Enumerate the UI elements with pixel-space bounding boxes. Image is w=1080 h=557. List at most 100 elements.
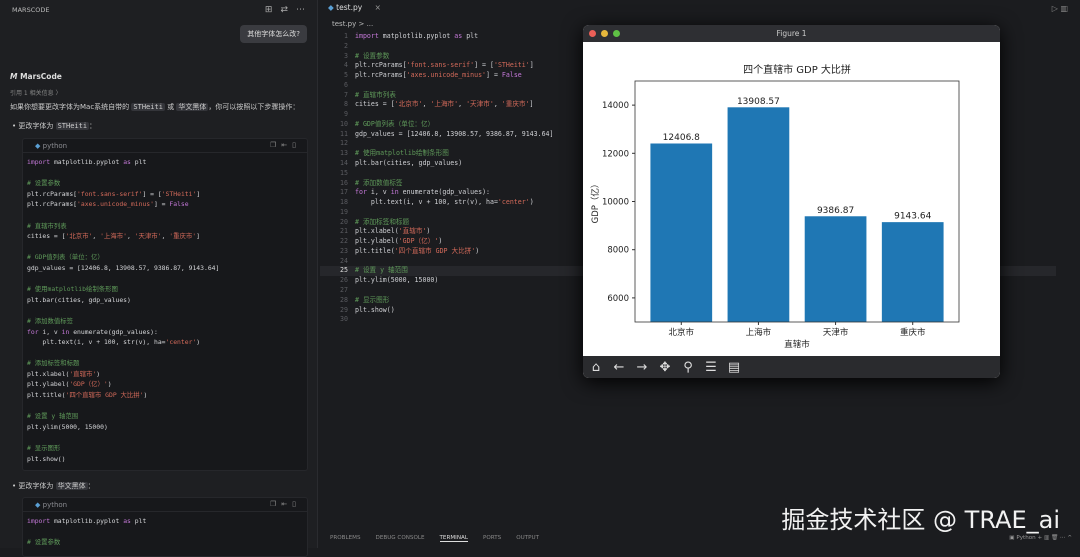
code-line: import matplotlib.pyplot as plt: [27, 158, 147, 166]
python-icon: ◆: [35, 142, 41, 150]
more-icon[interactable]: ⋯: [1059, 535, 1066, 541]
editor-line[interactable]: 28 # 显示图形: [340, 295, 390, 304]
code-line: cities = ['北京市', '上海市', '天津市', '重庆市']: [27, 232, 200, 241]
editor-line[interactable]: 5 plt.rcParams['axes.unicode_minus'] = Fa…: [344, 71, 522, 80]
editor-line[interactable]: 10 # GDP值列表（单位：亿）: [340, 119, 435, 128]
forward-icon[interactable]: →: [636, 359, 648, 375]
breadcrumb[interactable]: test.py > ...: [332, 20, 374, 28]
panel-tab-output[interactable]: OUTPUT: [516, 535, 540, 541]
panel-tab-terminal[interactable]: TERMINAL: [439, 535, 468, 542]
editor-line[interactable]: 1 import matplotlib.pyplot as plt: [344, 32, 479, 40]
insert-icon[interactable]: ⇤: [281, 500, 293, 508]
new-chat-icon[interactable]: ⊞: [264, 5, 273, 15]
code-line: [23, 305, 307, 316]
code-line: plt.show(): [27, 454, 66, 463]
add-terminal-icon[interactable]: +: [1037, 535, 1043, 541]
close-window-button[interactable]: [589, 30, 596, 37]
editor-line[interactable]: 15: [340, 168, 348, 177]
minimize-window-button[interactable]: [601, 30, 608, 37]
terminal-name[interactable]: Python: [1016, 535, 1036, 541]
editor-line[interactable]: 29 plt.show(): [340, 305, 395, 314]
back-icon[interactable]: ←: [613, 359, 625, 375]
code-line: plt.text(i, v + 100, str(v), ha='center'…: [27, 338, 201, 347]
editor-line[interactable]: 23 plt.title('四个直辖市 GDP 大比拼'): [340, 246, 480, 255]
python-icon: ◆: [35, 501, 41, 509]
code-line: # 添加标签和标题: [27, 359, 80, 368]
x-tick-label: 重庆市: [900, 327, 926, 338]
code-line: plt.title('四个直辖市 GDP 大比拼'): [27, 391, 148, 400]
panel-tabs: PROBLEMS DEBUG CONSOLE TERMINAL PORTS OUTPUT: [330, 535, 539, 542]
split-terminal-icon[interactable]: ▥: [1043, 535, 1050, 541]
editor-line[interactable]: 22 plt.ylabel('GDP（亿）'): [340, 237, 443, 246]
editor-line[interactable]: 16 # 添加数值标签: [340, 178, 403, 187]
editor-line[interactable]: 17 for i, v in enumerate(gdp_values):: [340, 188, 491, 197]
x-axis-label: 直辖市: [784, 339, 810, 350]
editor-line[interactable]: 11 gdp_values = [12406.8, 13908.57, 9386.…: [340, 129, 554, 138]
text: 更改字体为: [18, 122, 56, 130]
editor-line[interactable]: 7 # 直辖市列表: [344, 90, 396, 99]
copy-icon[interactable]: ❐: [269, 500, 282, 508]
code-line: gdp_values = [12406.8, 13908.57, 9386.87…: [27, 263, 220, 272]
editor-line[interactable]: 26 plt.ylim(5000, 15000): [340, 276, 439, 285]
panel-tab-problems[interactable]: PROBLEMS: [330, 535, 361, 541]
chart-title: 四个直辖市 GDP 大比拼: [743, 63, 851, 76]
editor-line[interactable]: 8 cities = ['北京市', '上海市', '天津市', '重庆市']: [344, 100, 534, 109]
split-icon[interactable]: ▥: [1060, 4, 1068, 13]
home-icon[interactable]: ⌂: [591, 359, 601, 375]
data-label: 12406.8: [663, 133, 700, 143]
marscode-panel: MARSCODE ⊞ ⇄ ⋯ 其他字体怎么改? M MarsCode 引用 1 相关…: [0, 0, 318, 557]
inline-code: 华文黑体: [55, 482, 88, 490]
editor-line[interactable]: 9: [344, 110, 348, 119]
code-line: plt.ylabel('GDP（亿）'): [27, 380, 112, 389]
x-tick-label: 北京市: [669, 327, 695, 338]
editor-line[interactable]: 27: [340, 286, 348, 295]
python-file-icon: ◆: [328, 3, 334, 12]
editor-line[interactable]: 30: [340, 315, 348, 324]
editor-line[interactable]: 21 plt.xlabel('直辖市'): [340, 227, 431, 236]
maximize-window-button[interactable]: [613, 30, 620, 37]
editor-line[interactable]: 19: [340, 207, 348, 216]
insert-icon[interactable]: ⇤: [281, 141, 293, 149]
file-icon[interactable]: ▯: [292, 500, 301, 508]
configure-icon[interactable]: ☰: [705, 359, 717, 375]
y-tick-label: 6000: [607, 294, 629, 304]
code-line: # 设置 y 轴范围: [27, 412, 79, 421]
bar-重庆市: [881, 222, 944, 322]
panel-tab-ports[interactable]: PORTS: [482, 535, 502, 541]
reference-link[interactable]: 引用 1 相关信息 〉: [10, 90, 62, 97]
code-line: plt.rcParams['axes.unicode_minus'] = Fal…: [27, 200, 189, 209]
bot-name: MarsCode: [20, 72, 62, 81]
editor-line[interactable]: 14 plt.bar(cities, gdp_values): [340, 159, 463, 167]
zoom-icon[interactable]: ⚲: [683, 359, 693, 375]
editor-line[interactable]: 12: [340, 139, 348, 148]
editor-line[interactable]: 4 plt.rcParams['font.sans-serif'] = ['STH…: [344, 61, 534, 70]
code-line: # 设置参数: [27, 538, 61, 547]
panel-tab-debug-console[interactable]: DEBUG CONSOLE: [375, 535, 425, 541]
editor-line[interactable]: 2: [344, 41, 348, 50]
bar-天津市: [804, 216, 867, 322]
y-tick-label: 12000: [602, 149, 629, 159]
editor-line[interactable]: 25 # 设置 y 轴范围: [340, 266, 408, 275]
more-icon[interactable]: ⋯: [296, 5, 305, 15]
marscode-logo-icon: M: [10, 72, 18, 81]
editor-line[interactable]: 6: [344, 80, 348, 89]
pan-icon[interactable]: ✥: [659, 359, 671, 375]
tab-test-py[interactable]: ◆ test.py ×: [328, 3, 381, 12]
run-icon[interactable]: ▷: [1051, 4, 1058, 13]
swap-icon[interactable]: ⇄: [280, 5, 288, 15]
code-line: [23, 432, 307, 443]
code-line: # 显示图形: [27, 444, 61, 453]
save-icon[interactable]: ▤: [727, 359, 741, 375]
editor-line[interactable]: 3 # 设置参数: [344, 51, 390, 60]
editor-line[interactable]: 13 # 使用matplotlib绘制条形图: [340, 149, 449, 158]
copy-icon[interactable]: ❐: [269, 141, 282, 149]
editor-line[interactable]: 24: [340, 256, 348, 265]
y-tick-label: 10000: [602, 198, 629, 208]
editor-line[interactable]: 18 plt.text(i, v + 100, str(v), ha='cent…: [340, 198, 534, 207]
chevron-up-icon[interactable]: ^: [1067, 535, 1072, 541]
trash-icon[interactable]: 🗑: [1051, 535, 1059, 541]
close-icon[interactable]: ×: [374, 3, 381, 12]
y-axis-label: GDP（亿）: [590, 180, 601, 224]
editor-line[interactable]: 20 # 添加标签和标题: [340, 217, 410, 226]
file-icon[interactable]: ▯: [292, 141, 301, 149]
